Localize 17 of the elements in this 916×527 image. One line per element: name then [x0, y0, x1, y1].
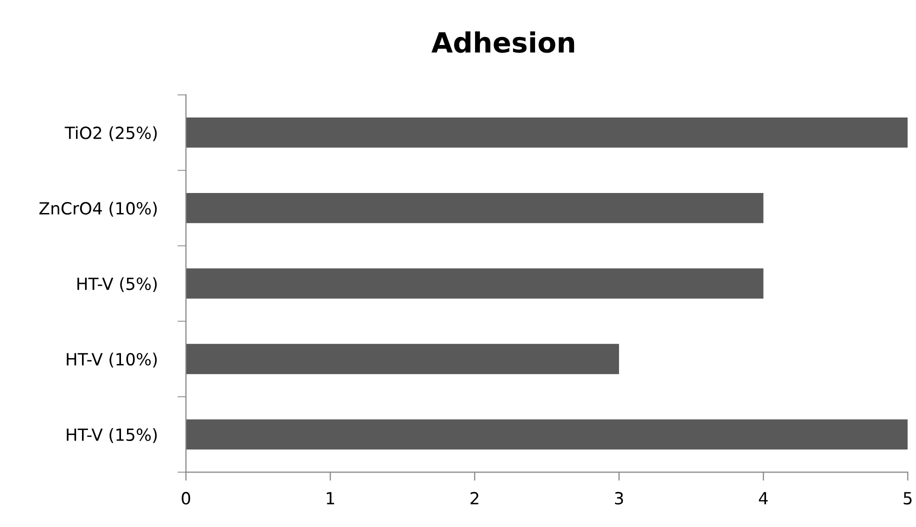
y-tick-label: TiO2 (25%)	[64, 126, 157, 142]
y-tick-label: HT-V (5%)	[77, 277, 157, 292]
chart-title: Adhesion	[431, 31, 574, 53]
x-tick-label: 3	[615, 492, 623, 505]
x-tick-label: 1	[326, 492, 334, 504]
y-tick-label: HT-V (10%)	[66, 352, 157, 368]
x-tick-label: 2	[470, 492, 478, 504]
bar	[186, 192, 764, 224]
x-tick-label: 4	[758, 492, 768, 504]
y-tick-label: HT-V (15%)	[66, 428, 157, 443]
bar	[186, 344, 620, 374]
x-tick-label: 5	[904, 492, 912, 505]
y-tick-label: ZnCrO4 (10%)	[39, 202, 157, 217]
bar	[186, 268, 764, 299]
bar	[186, 419, 908, 450]
x-tick-label: 0	[182, 492, 190, 505]
bar	[186, 118, 908, 148]
